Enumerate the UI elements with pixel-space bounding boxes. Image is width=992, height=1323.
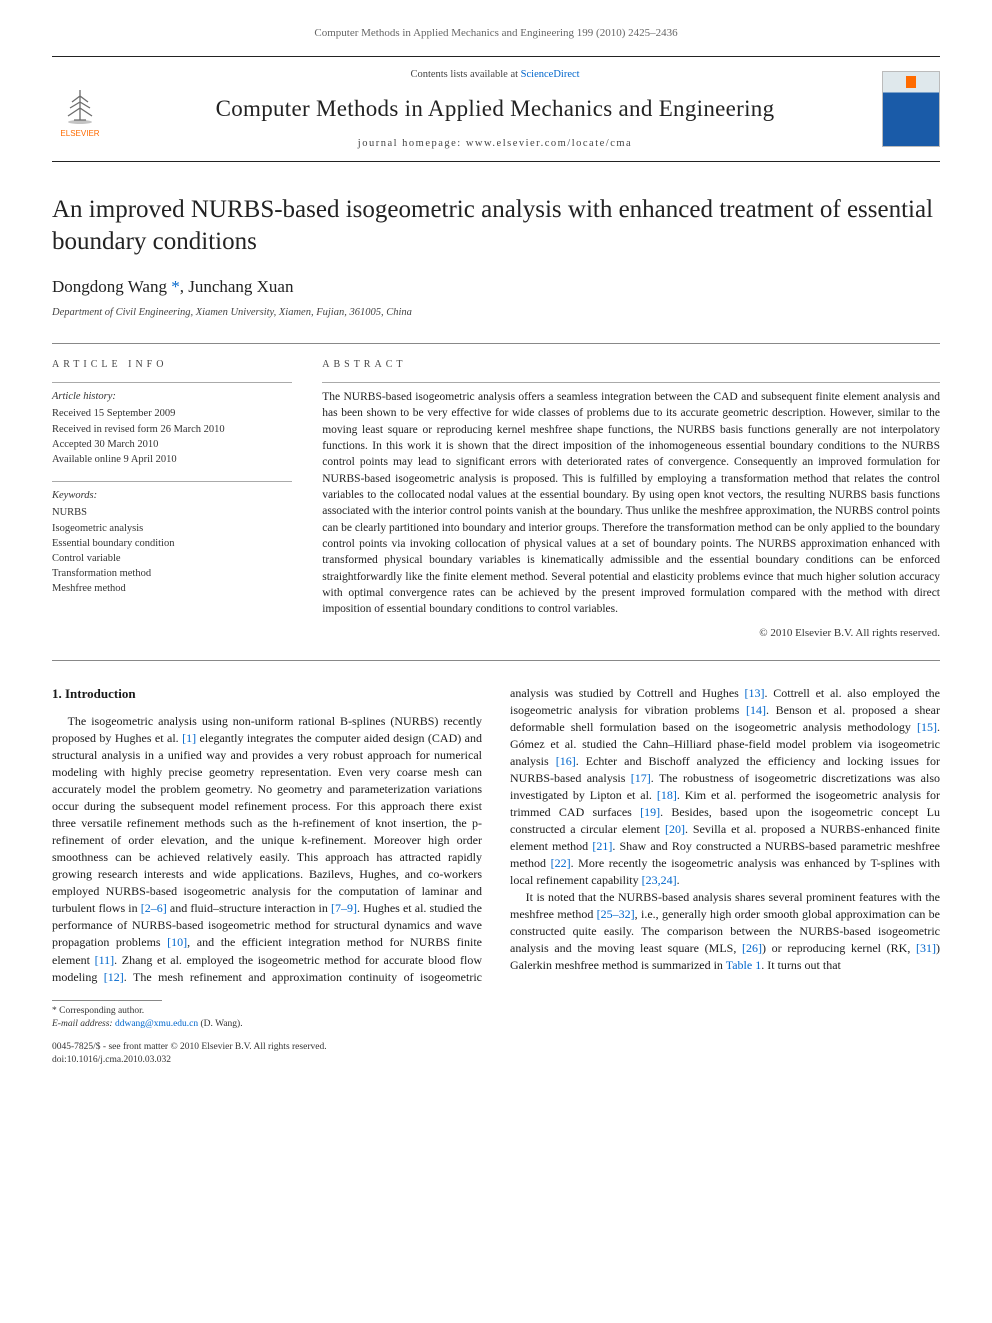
keyword: Meshfree method [52,581,292,596]
citation-link[interactable]: [15] [917,720,937,734]
info-abstract-row: ARTICLE INFO Article history: Received 1… [52,358,940,642]
author-sep: , [180,277,189,296]
body-text: elegantly integrates the computer aided … [52,731,482,915]
abstract-copyright: © 2010 Elsevier B.V. All rights reserved… [322,626,940,642]
divider-bottom [52,660,940,661]
page-footer: 0045-7825/$ - see front matter © 2010 El… [52,1041,940,1068]
citation-link[interactable]: [20] [665,822,685,836]
citation-link[interactable]: [14] [746,703,766,717]
email-link[interactable]: ddwang@xmu.edu.cn [115,1019,198,1029]
doi-line: doi:10.1016/j.cma.2010.03.032 [52,1054,327,1067]
keyword: Control variable [52,551,292,566]
keywords-block: Keywords: NURBS Isogeometric analysis Es… [52,488,292,597]
article-info-column: ARTICLE INFO Article history: Received 1… [52,358,292,642]
history-line: Received 15 September 2009 [52,406,292,421]
citation-link[interactable]: [16] [556,754,576,768]
contents-prefix: Contents lists available at [410,69,520,80]
issn-copyright-line: 0045-7825/$ - see front matter © 2010 El… [52,1041,327,1054]
table-link[interactable]: Table 1 [726,958,761,972]
info-rule-2 [52,481,292,482]
citation-link[interactable]: [12] [104,970,124,984]
author-1: Dongdong Wang [52,277,167,296]
body-two-column: 1. Introduction The isogeometric analysi… [52,685,940,986]
running-head: Computer Methods in Applied Mechanics an… [52,26,940,42]
publisher-name: ELSEVIER [60,128,99,140]
affiliation: Department of Civil Engineering, Xiamen … [52,305,940,320]
citation-link[interactable]: [1] [182,731,196,745]
citation-link[interactable]: [31] [916,941,936,955]
body-text: . More recently the isogeometric analysi… [510,856,940,887]
citation-link[interactable]: [13] [745,686,765,700]
elsevier-tree-icon [60,86,100,126]
citation-link[interactable]: [18] [657,788,677,802]
history-line: Accepted 30 March 2010 [52,437,292,452]
body-text: . [677,873,680,887]
body-text: , and the efficient [187,935,288,949]
info-rule-1 [52,382,292,383]
history-line: Available online 9 April 2010 [52,452,292,467]
article-title: An improved NURBS-based isogeometric ana… [52,194,940,259]
body-text: . It turns out that [761,958,841,972]
journal-title: Computer Methods in Applied Mechanics an… [124,92,866,125]
footnote-separator [52,1000,162,1001]
sciencedirect-link[interactable]: ScienceDirect [521,69,580,80]
section-heading-intro: 1. Introduction [52,685,482,703]
body-paragraph: It is noted that the NURBS-based analysi… [510,889,940,974]
homepage-url: www.elsevier.com/locate/cma [466,138,632,149]
citation-link[interactable]: [22] [551,856,571,870]
keyword: NURBS [52,505,292,520]
corresponding-author-note: * Corresponding author. [52,1005,940,1018]
keyword: Essential boundary condition [52,536,292,551]
journal-cover-thumbnail [882,71,940,147]
article-info-label: ARTICLE INFO [52,358,292,373]
abstract-text: The NURBS-based isogeometric analysis of… [322,389,940,618]
history-heading: Article history: [52,389,292,404]
citation-link[interactable]: [17] [631,771,651,785]
citation-link[interactable]: [2–6] [141,901,167,915]
email-suffix: (D. Wang). [198,1019,242,1029]
email-label: E-mail address: [52,1019,115,1029]
citation-link[interactable]: [11] [95,953,115,967]
citation-link[interactable]: [25–32] [597,907,635,921]
citation-link[interactable]: [23,24] [642,873,677,887]
email-line: E-mail address: ddwang@xmu.edu.cn (D. Wa… [52,1018,940,1031]
abstract-rule [322,382,940,383]
corresponding-marker: * [171,277,180,296]
masthead-center: Contents lists available at ScienceDirec… [124,67,866,151]
body-text: and fluid–structure interaction in [167,901,331,915]
divider-top [52,343,940,344]
citation-link[interactable]: [26] [742,941,762,955]
journal-homepage: journal homepage: www.elsevier.com/locat… [124,136,866,151]
history-line: Received in revised form 26 March 2010 [52,422,292,437]
citation-link[interactable]: [10] [167,935,187,949]
footnotes: * Corresponding author. E-mail address: … [52,1005,940,1032]
citation-link[interactable]: [7–9] [331,901,357,915]
author-2: Junchang Xuan [188,277,293,296]
body-text: ) or reproducing kernel (RK, [762,941,916,955]
homepage-prefix: journal homepage: [358,138,466,149]
doi-label: doi: [52,1055,67,1065]
keyword: Isogeometric analysis [52,521,292,536]
keywords-heading: Keywords: [52,488,292,503]
citation-link[interactable]: [19] [640,805,660,819]
footer-left: 0045-7825/$ - see front matter © 2010 El… [52,1041,327,1068]
journal-masthead: ELSEVIER Contents lists available at Sci… [52,56,940,162]
authors-line: Dongdong Wang *, Junchang Xuan [52,275,940,300]
keyword: Transformation method [52,566,292,581]
contents-available-line: Contents lists available at ScienceDirec… [124,67,866,82]
abstract-column: ABSTRACT The NURBS-based isogeometric an… [322,358,940,642]
citation-link[interactable]: [21] [592,839,612,853]
publisher-logo: ELSEVIER [52,78,108,140]
doi-value: 10.1016/j.cma.2010.03.032 [67,1055,171,1065]
article-history-block: Article history: Received 15 September 2… [52,389,292,467]
abstract-label: ABSTRACT [322,358,940,373]
